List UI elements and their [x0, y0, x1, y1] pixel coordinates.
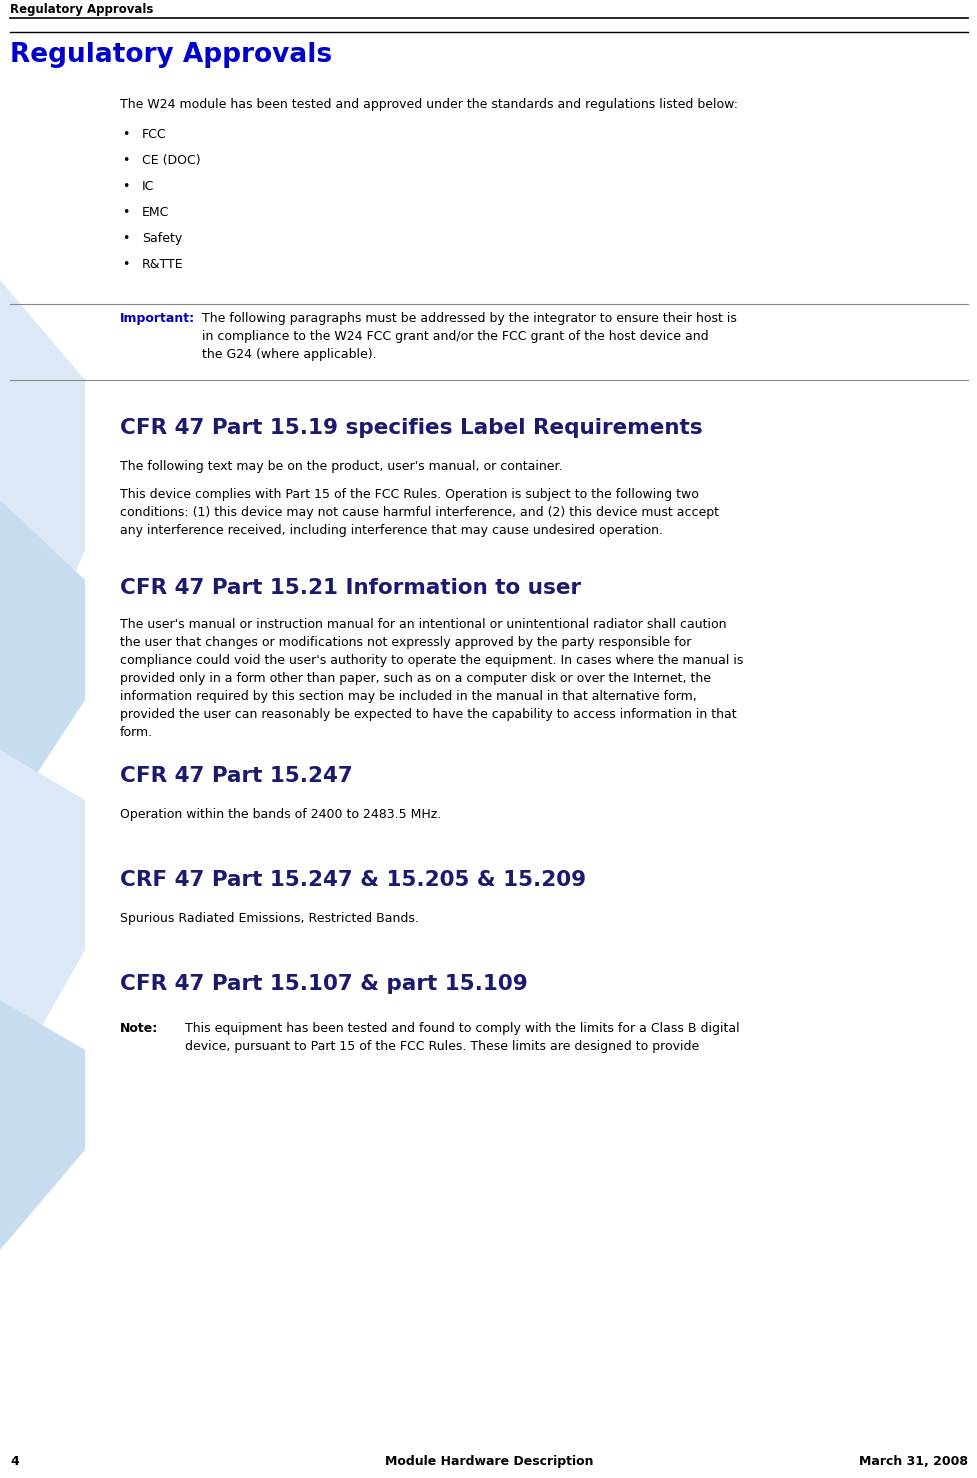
- Text: •: •: [122, 129, 129, 140]
- Text: •: •: [122, 180, 129, 194]
- Text: Important:: Important:: [120, 312, 195, 325]
- Text: Note:: Note:: [120, 1021, 158, 1035]
- Text: This equipment has been tested and found to comply with the limits for a Class B: This equipment has been tested and found…: [185, 1021, 739, 1052]
- Text: Operation within the bands of 2400 to 2483.5 MHz.: Operation within the bands of 2400 to 24…: [120, 808, 441, 820]
- Text: Regulatory Approvals: Regulatory Approvals: [10, 41, 332, 68]
- Text: Module Hardware Description: Module Hardware Description: [384, 1454, 593, 1468]
- Text: R&TTE: R&TTE: [142, 259, 184, 270]
- Polygon shape: [0, 500, 85, 831]
- Polygon shape: [0, 279, 85, 749]
- Text: This device complies with Part 15 of the FCC Rules. Operation is subject to the : This device complies with Part 15 of the…: [120, 488, 718, 537]
- Text: •: •: [122, 232, 129, 245]
- Text: CFR 47 Part 15.21 Information to user: CFR 47 Part 15.21 Information to user: [120, 578, 580, 599]
- Text: CE (DOC): CE (DOC): [142, 154, 200, 167]
- Text: EMC: EMC: [142, 205, 169, 219]
- Text: •: •: [122, 154, 129, 167]
- Text: March 31, 2008: March 31, 2008: [858, 1454, 967, 1468]
- Text: The following text may be on the product, user's manual, or container.: The following text may be on the product…: [120, 460, 562, 473]
- Text: IC: IC: [142, 180, 154, 194]
- Text: •: •: [122, 205, 129, 219]
- Text: CFR 47 Part 15.247: CFR 47 Part 15.247: [120, 766, 353, 786]
- Text: The following paragraphs must be addressed by the integrator to ensure their hos: The following paragraphs must be address…: [202, 312, 736, 361]
- Text: CFR 47 Part 15.19 specifies Label Requirements: CFR 47 Part 15.19 specifies Label Requir…: [120, 418, 701, 437]
- Text: The W24 module has been tested and approved under the standards and regulations : The W24 module has been tested and appro…: [120, 98, 738, 111]
- Text: Regulatory Approvals: Regulatory Approvals: [10, 3, 153, 16]
- Text: Spurious Radiated Emissions, Restricted Bands.: Spurious Radiated Emissions, Restricted …: [120, 912, 418, 925]
- Text: •: •: [122, 259, 129, 270]
- Text: CRF 47 Part 15.247 & 15.205 & 15.209: CRF 47 Part 15.247 & 15.205 & 15.209: [120, 871, 585, 890]
- Text: FCC: FCC: [142, 129, 166, 140]
- Text: CFR 47 Part 15.107 & part 15.109: CFR 47 Part 15.107 & part 15.109: [120, 974, 528, 995]
- Text: 4: 4: [10, 1454, 19, 1468]
- Polygon shape: [0, 749, 85, 1100]
- Text: The user's manual or instruction manual for an intentional or unintentional radi: The user's manual or instruction manual …: [120, 618, 743, 739]
- Polygon shape: [0, 1001, 85, 1250]
- Text: Safety: Safety: [142, 232, 182, 245]
